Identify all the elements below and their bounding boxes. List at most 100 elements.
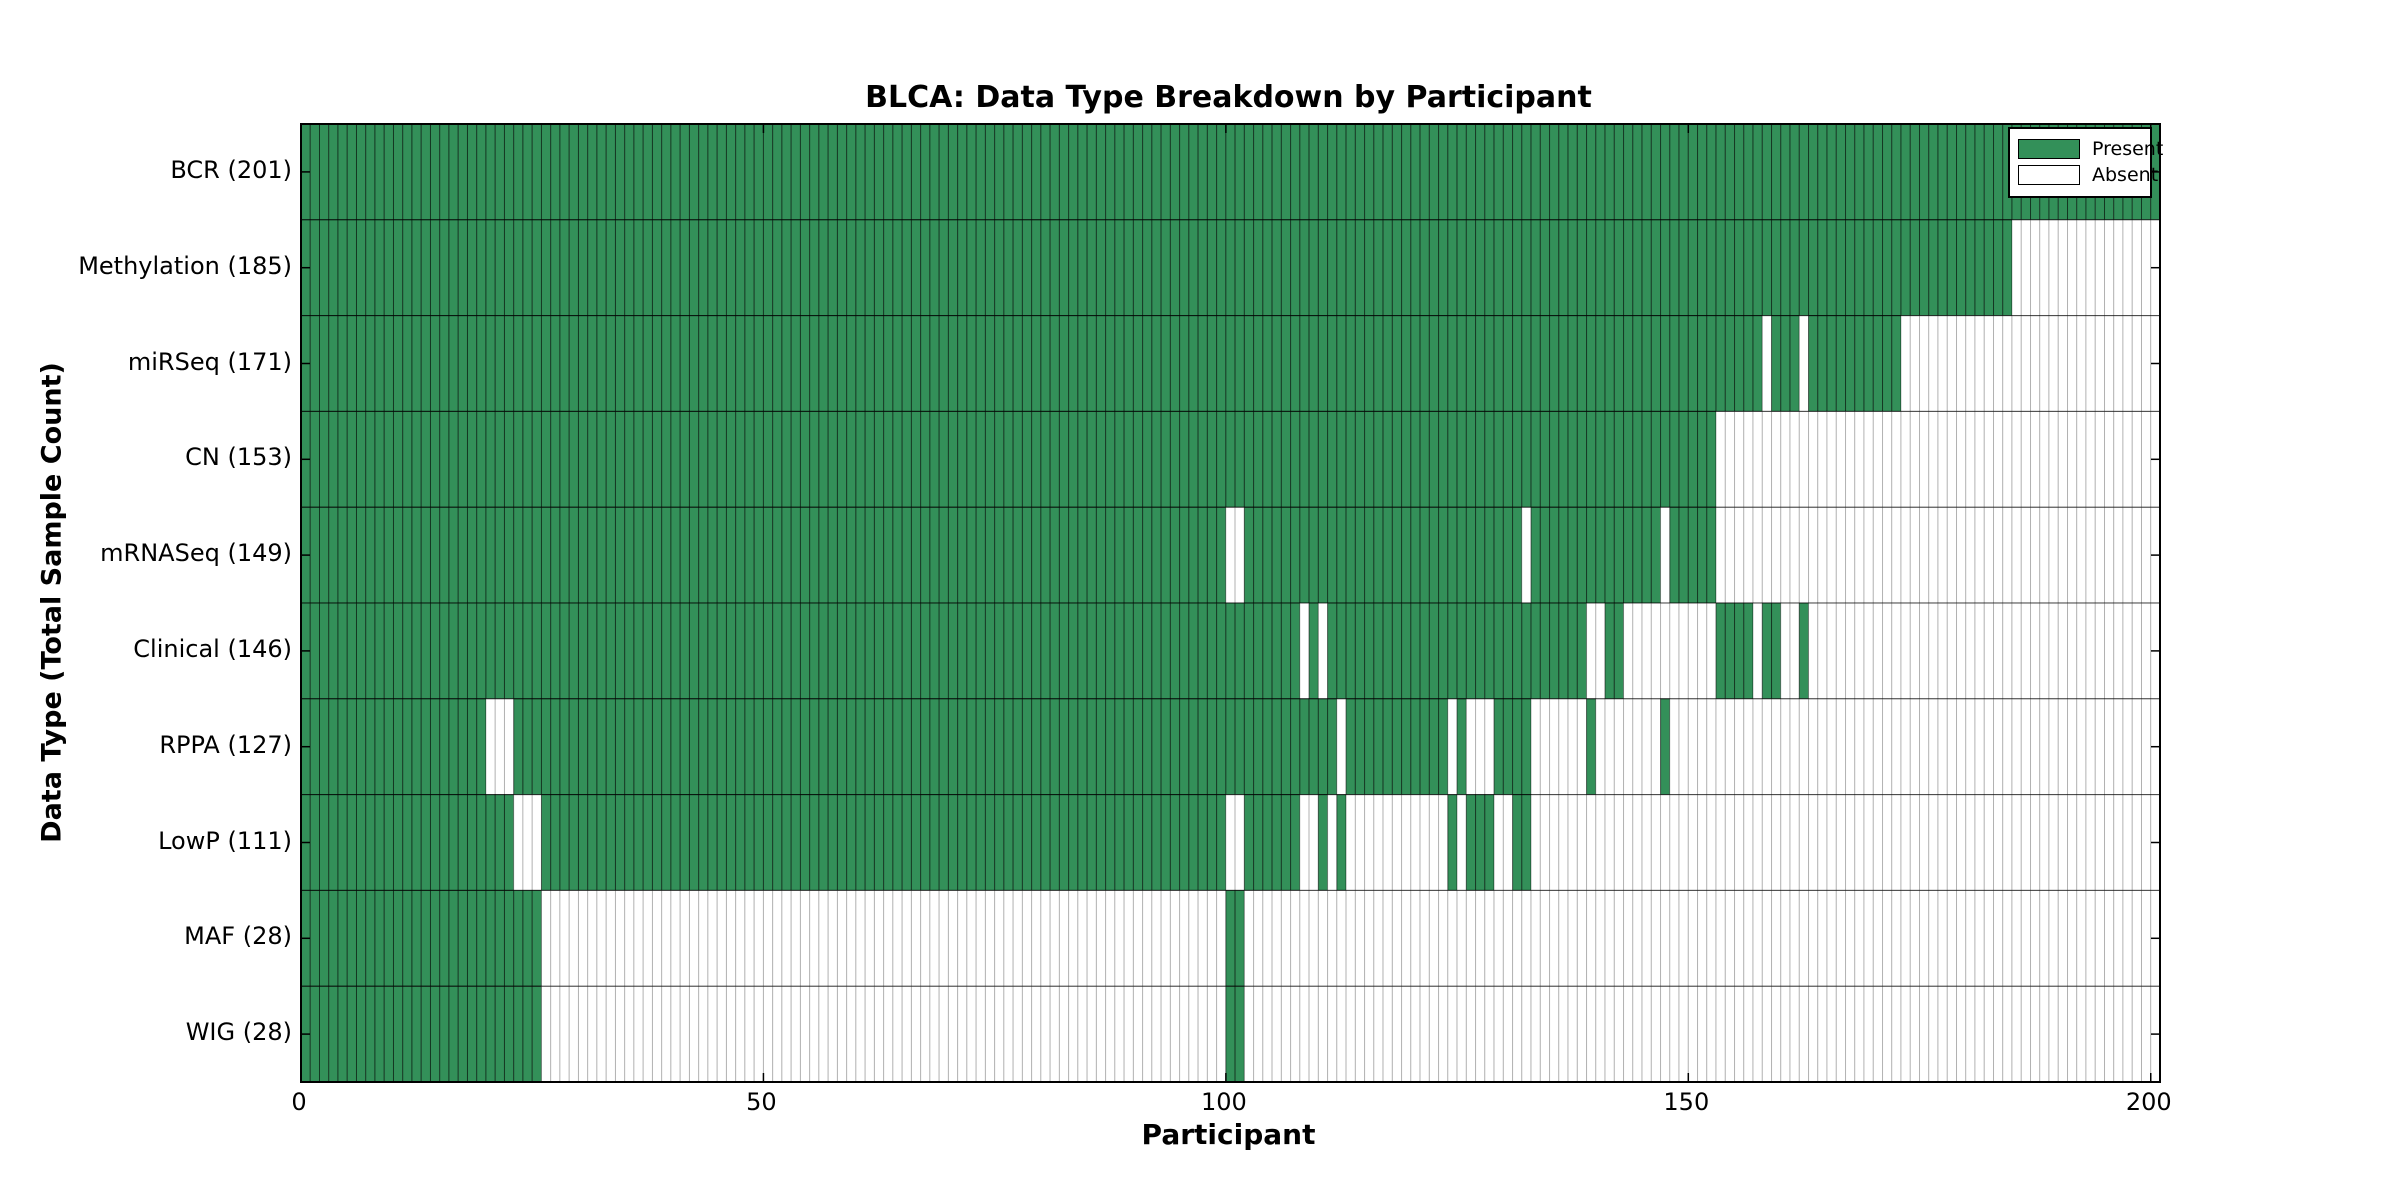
cell [2002, 506, 2013, 604]
cell [1058, 506, 1070, 604]
cell [1669, 219, 1680, 317]
cell [1169, 315, 1181, 412]
cell [328, 602, 339, 700]
cell [439, 506, 450, 604]
cell [1003, 506, 1014, 604]
cell [457, 123, 468, 221]
cell [2057, 985, 2069, 1083]
cell [1863, 698, 1874, 796]
cell [855, 602, 866, 700]
cell [365, 506, 376, 604]
cell [429, 219, 441, 317]
cell [1216, 602, 1227, 700]
cell [975, 315, 986, 412]
cell [1197, 123, 1208, 221]
cell [1243, 794, 1255, 891]
cell [513, 506, 524, 604]
cell [744, 602, 755, 700]
cell [568, 123, 579, 221]
cell [1373, 123, 1384, 221]
cell [1632, 219, 1643, 317]
cell [328, 889, 339, 987]
cell [1687, 889, 1699, 987]
cell [1502, 506, 1514, 604]
cell [947, 219, 959, 317]
cell [1752, 410, 1763, 508]
cell [1789, 602, 1800, 700]
cell [1105, 315, 1116, 412]
cell [688, 889, 700, 987]
cell [1660, 219, 1671, 317]
cell [605, 794, 616, 891]
cell [1965, 219, 1976, 317]
cell [1891, 506, 1902, 604]
cell [2011, 794, 2022, 891]
cell [1327, 410, 1338, 508]
cell [503, 123, 515, 221]
cell [1364, 410, 1375, 508]
cell [568, 410, 579, 508]
cell [772, 698, 783, 796]
cell [633, 794, 644, 891]
cell [2011, 698, 2022, 796]
cell [1382, 123, 1393, 221]
heatmap-grid [300, 123, 2161, 1083]
cell [873, 985, 885, 1083]
cell [392, 985, 404, 1083]
cell [559, 123, 570, 221]
cell [1132, 985, 1144, 1083]
cell [1493, 506, 1504, 604]
cell [439, 410, 450, 508]
cell [466, 602, 478, 700]
cell [550, 123, 561, 221]
cell [319, 698, 330, 796]
cell [429, 602, 441, 700]
cell [725, 410, 737, 508]
cell [1225, 410, 1236, 508]
cell [1160, 602, 1171, 700]
cell [1743, 889, 1754, 987]
cell [1734, 506, 1745, 604]
cell [1743, 123, 1754, 221]
cell [1428, 506, 1440, 604]
cell [1623, 315, 1634, 412]
cell [1049, 985, 1060, 1083]
cell [1243, 315, 1255, 412]
cell [328, 315, 339, 412]
cell [929, 602, 940, 700]
cell [799, 123, 811, 221]
cell [762, 315, 774, 412]
cell [466, 698, 478, 796]
cell [1373, 889, 1384, 987]
cell [966, 410, 977, 508]
cell [513, 219, 524, 317]
cell [1882, 219, 1893, 317]
cell [1576, 889, 1588, 987]
cell [864, 985, 875, 1083]
cell [596, 794, 607, 891]
cell [1086, 506, 1097, 604]
cell [975, 889, 986, 987]
cell [1151, 698, 1162, 796]
cell [1216, 123, 1227, 221]
cell [1928, 794, 1939, 891]
cell [1068, 219, 1079, 317]
cell [1567, 506, 1578, 604]
cell [670, 315, 681, 412]
cell [1391, 985, 1403, 1083]
cell [2104, 602, 2115, 700]
legend-swatch-absent-icon [2018, 165, 2080, 185]
cell [392, 315, 404, 412]
cell [1502, 889, 1514, 987]
cell [365, 985, 376, 1083]
cell [1993, 794, 2004, 891]
cell [1983, 889, 1995, 987]
cell [744, 123, 755, 221]
cell [1530, 794, 1541, 891]
cell [1900, 315, 1911, 412]
cell [429, 985, 441, 1083]
cell [1308, 506, 1319, 604]
cell [568, 698, 579, 796]
cell [984, 985, 996, 1083]
cell [1095, 889, 1107, 987]
